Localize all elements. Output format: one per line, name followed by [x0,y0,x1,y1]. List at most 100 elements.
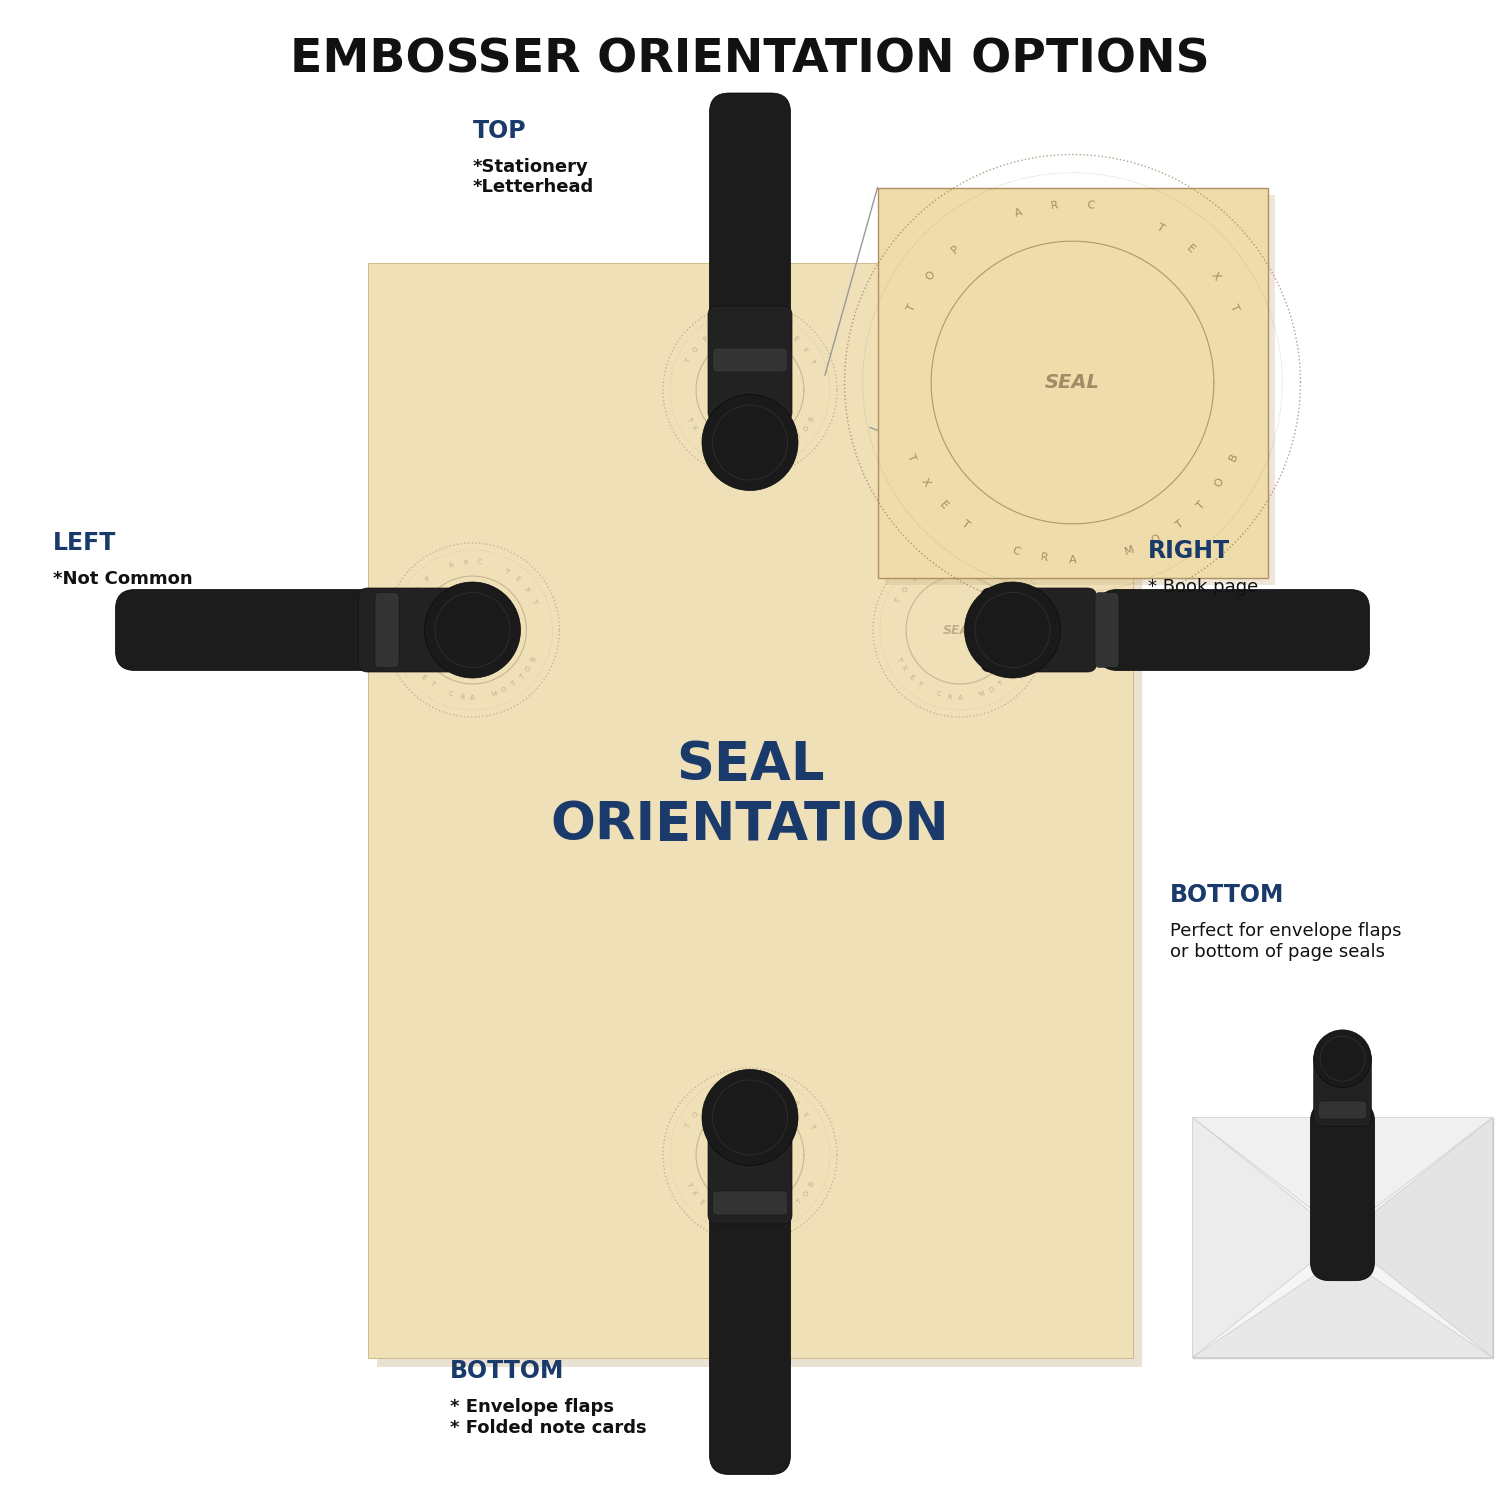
Text: T: T [960,518,970,531]
Text: T: T [427,681,435,688]
FancyBboxPatch shape [1314,1050,1371,1126]
Text: R: R [741,320,746,326]
Text: T: T [1354,1162,1359,1166]
Text: M: M [978,690,986,698]
Text: A: A [747,454,753,460]
Text: R: R [951,560,956,566]
Text: T: T [788,1206,795,1214]
Text: BOTTOM: BOTTOM [1170,884,1284,908]
Circle shape [702,1070,798,1166]
Text: A: A [470,694,476,700]
Text: E: E [938,500,950,512]
Text: A: A [936,562,942,568]
Text: T: T [531,598,537,604]
FancyBboxPatch shape [712,1191,788,1215]
FancyBboxPatch shape [712,348,788,372]
Text: M: M [1124,544,1136,558]
Text: R: R [1040,552,1048,564]
Circle shape [964,582,1060,678]
Text: P: P [950,243,962,255]
Text: X: X [1328,1176,1332,1180]
Text: T: T [795,433,802,441]
Text: C: C [724,1215,732,1222]
Text: P: P [702,1101,708,1107]
Text: O: O [501,686,509,694]
Text: SEAL: SEAL [942,624,978,636]
Text: P: P [702,336,708,342]
Text: X: X [801,345,808,352]
Circle shape [1314,1030,1371,1088]
Text: T: T [896,598,902,604]
Text: P: P [1330,1156,1335,1161]
Polygon shape [1192,1118,1492,1233]
FancyBboxPatch shape [708,1108,792,1224]
Text: X: X [413,664,420,672]
Text: O: O [525,664,532,672]
FancyBboxPatch shape [116,590,387,670]
Text: X: X [801,1110,808,1118]
Text: O: O [778,446,786,454]
Text: X: X [690,1190,698,1197]
Text: B: B [1227,452,1240,464]
Text: X: X [920,477,932,489]
FancyBboxPatch shape [981,588,1096,672]
FancyBboxPatch shape [368,262,1132,1358]
Text: A: A [448,562,454,568]
Text: R: R [741,1084,746,1090]
Text: B: B [1354,1174,1359,1179]
Text: *Not Common: *Not Common [53,570,192,588]
Text: T: T [1155,222,1166,234]
Text: B: B [808,416,814,422]
Text: T: T [686,416,692,422]
Text: O: O [802,424,810,432]
Text: T: T [1196,500,1208,512]
Text: T: T [686,358,692,364]
Text: C: C [477,560,482,566]
Text: R: R [1338,1184,1342,1188]
Text: T: T [906,302,918,312]
Text: X: X [1011,585,1019,592]
Text: C: C [447,690,454,698]
Text: O: O [1347,1180,1352,1186]
Text: T: T [518,674,525,681]
FancyBboxPatch shape [878,188,1268,578]
Text: M: M [768,450,776,458]
Text: X: X [524,585,531,592]
Text: T: T [408,656,414,662]
Text: A: A [1013,207,1023,219]
Text: M: M [490,690,498,698]
Text: C: C [754,320,759,326]
Text: T: T [686,1124,692,1130]
Text: T: T [408,598,414,604]
Text: A: A [957,694,963,700]
Text: O: O [902,585,909,594]
Text: B: B [1019,656,1025,662]
Text: SEAL: SEAL [1046,374,1100,392]
Text: E: E [1350,1156,1354,1161]
FancyBboxPatch shape [885,195,1275,585]
Text: A: A [747,1220,753,1226]
FancyBboxPatch shape [1318,1101,1366,1119]
Text: E: E [1184,243,1196,255]
Text: B: B [808,1180,814,1186]
Text: T: T [808,358,814,364]
Text: A: A [1068,555,1077,566]
Text: M: M [1346,1182,1350,1186]
Text: O: O [802,1190,810,1197]
Text: SEAL: SEAL [454,624,490,636]
Text: E: E [698,433,705,441]
Text: T: T [788,441,795,448]
Text: C: C [964,560,969,566]
Circle shape [424,582,520,678]
Text: T: T [1350,1180,1354,1185]
Text: T: T [1326,1162,1330,1166]
Text: T: T [780,1092,788,1100]
Polygon shape [1192,1257,1492,1358]
FancyBboxPatch shape [1192,1118,1492,1358]
Text: T: T [915,681,922,688]
Text: C: C [1011,544,1022,556]
Text: X: X [690,424,698,432]
Text: T: T [1005,674,1013,681]
Text: T: T [896,656,902,662]
Text: SEAL: SEAL [732,384,768,396]
